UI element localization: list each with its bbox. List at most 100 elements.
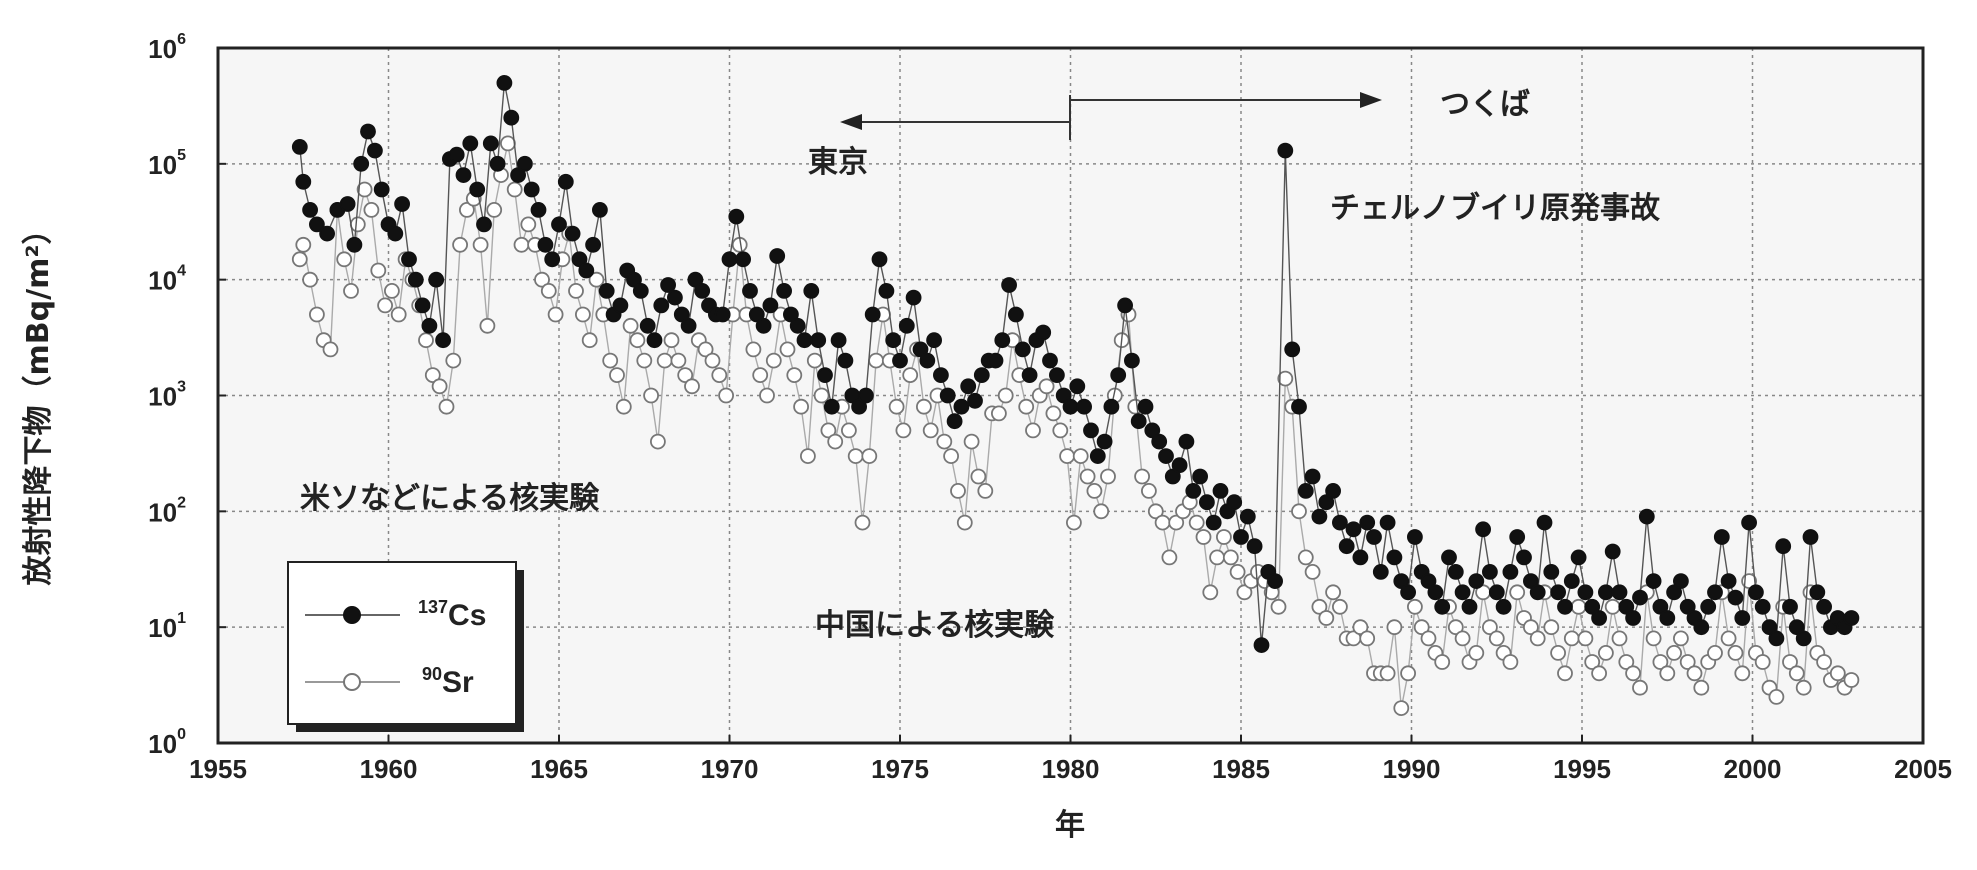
point-sr90 <box>575 306 591 323</box>
point-cs137 <box>1447 564 1464 580</box>
point-cs137 <box>919 352 936 369</box>
point-sr90 <box>1584 654 1601 670</box>
point-cs137 <box>1366 529 1382 545</box>
point-cs137 <box>1277 142 1294 159</box>
y-tick-base: 10 <box>148 266 177 296</box>
point-cs137 <box>1069 378 1086 395</box>
point-cs137 <box>1130 413 1147 430</box>
point-cs137 <box>1137 398 1154 415</box>
point-sr90 <box>1079 468 1096 485</box>
point-sr90 <box>472 236 489 253</box>
point-cs137 <box>639 317 656 334</box>
point-sr90 <box>677 367 694 384</box>
point-cs137 <box>721 251 738 268</box>
point-cs137 <box>1049 367 1065 384</box>
point-cs137 <box>421 317 438 334</box>
point-cs137 <box>1338 538 1355 555</box>
point-cs137 <box>933 367 949 384</box>
point-cs137 <box>1124 352 1140 369</box>
point-cs137 <box>1434 598 1451 615</box>
point-sr90 <box>506 181 523 198</box>
point-sr90 <box>322 341 339 358</box>
point-sr90 <box>1502 654 1519 670</box>
point-cs137 <box>387 225 404 242</box>
point-cs137 <box>295 173 312 190</box>
x-tick-label: 2005 <box>1894 754 1952 784</box>
point-sr90 <box>847 448 864 465</box>
legend-cs-mass: 137 <box>418 597 448 617</box>
point-sr90 <box>1468 645 1485 661</box>
point-cs137 <box>1802 529 1819 545</box>
point-sr90 <box>670 352 687 369</box>
point-sr90 <box>1557 665 1573 682</box>
point-cs137 <box>1775 538 1792 555</box>
y-tick-label: 101 <box>148 610 186 643</box>
point-cs137 <box>1529 584 1546 601</box>
point-sr90 <box>1222 549 1239 566</box>
point-cs137 <box>510 167 526 184</box>
point-cs137 <box>291 138 308 155</box>
point-sr90 <box>1052 422 1069 439</box>
point-cs137 <box>469 181 486 198</box>
point-cs137 <box>1461 598 1478 615</box>
point-cs137 <box>503 109 520 126</box>
point-cs137 <box>735 251 751 268</box>
point-cs137 <box>319 225 336 242</box>
point-cs137 <box>571 251 588 268</box>
point-sr90 <box>1816 654 1832 670</box>
point-sr90 <box>1229 564 1246 580</box>
point-sr90 <box>1625 665 1641 682</box>
point-sr90 <box>1720 630 1737 647</box>
point-sr90 <box>1168 514 1185 531</box>
point-cs137 <box>1645 573 1662 589</box>
point-sr90 <box>1059 448 1075 465</box>
point-cs137 <box>762 297 779 314</box>
point-sr90 <box>697 341 714 358</box>
tsukuba-arrow <box>1070 92 1382 108</box>
legend-cs-marker <box>343 606 361 624</box>
point-sr90 <box>970 468 987 485</box>
point-cs137 <box>523 181 540 198</box>
point-cs137 <box>1055 387 1072 404</box>
y-axis-title: 放射性降下物（mBq/m²） <box>21 215 56 587</box>
point-cs137 <box>476 216 492 233</box>
point-sr90 <box>349 216 366 233</box>
point-sr90 <box>977 482 994 499</box>
point-cs137 <box>557 173 574 190</box>
point-cs137 <box>864 306 881 323</box>
point-cs137 <box>667 289 683 306</box>
point-cs137 <box>489 155 506 172</box>
point-cs137 <box>1427 584 1444 601</box>
point-cs137 <box>1151 433 1168 450</box>
point-cs137 <box>1379 514 1396 531</box>
point-sr90 <box>1645 630 1662 647</box>
point-sr90 <box>916 398 932 415</box>
point-cs137 <box>1843 610 1860 626</box>
point-cs137 <box>742 282 758 299</box>
point-sr90 <box>1311 598 1328 615</box>
point-sr90 <box>1072 448 1089 465</box>
point-sr90 <box>1420 630 1437 647</box>
point-sr90 <box>656 352 673 369</box>
y-tick-base: 10 <box>148 34 177 64</box>
point-cs137 <box>1523 573 1539 589</box>
point-cs137 <box>1076 398 1092 415</box>
point-sr90 <box>1188 514 1205 531</box>
x-tick-label: 1985 <box>1212 754 1270 784</box>
point-cs137 <box>769 248 786 264</box>
point-sr90 <box>1209 549 1225 566</box>
point-cs137 <box>1042 352 1058 369</box>
point-cs137 <box>694 282 711 299</box>
point-cs137 <box>496 75 513 91</box>
point-cs137 <box>1297 482 1314 499</box>
point-cs137 <box>1659 610 1676 626</box>
x-tick-label: 2000 <box>1724 754 1782 784</box>
point-sr90 <box>950 482 966 499</box>
point-sr90 <box>786 367 803 384</box>
point-cs137 <box>394 196 411 212</box>
x-tick-labels: 1955 1960 1965 1970 1975 1980 1985 1990 1995 2000… <box>189 735 1952 784</box>
point-cs137 <box>1734 610 1751 626</box>
point-sr90 <box>452 236 469 253</box>
x-tick-label: 1970 <box>701 754 759 784</box>
